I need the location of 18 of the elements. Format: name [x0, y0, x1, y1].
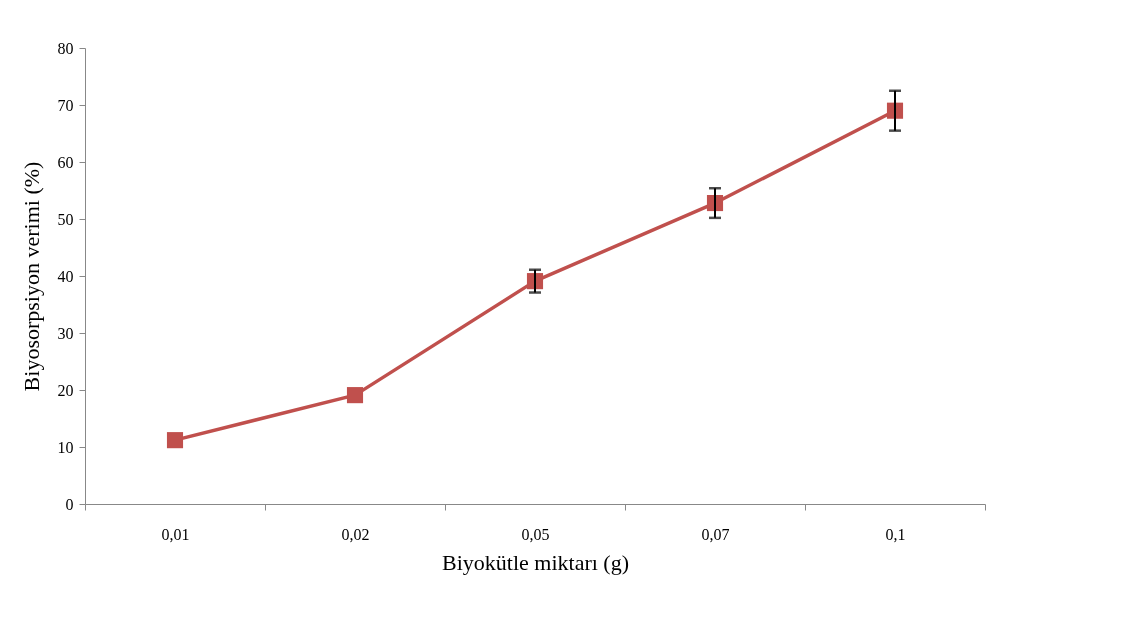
y-tick-label: 20 — [57, 381, 74, 399]
y-tick-label: 50 — [57, 210, 74, 228]
y-tick-label: 30 — [57, 324, 74, 342]
y-tick-label: 10 — [57, 438, 74, 456]
point — [166, 432, 184, 449]
y-axis-title: Biyosorpsiyon verimi (%) — [18, 161, 44, 392]
y-tick-label: 60 — [57, 153, 74, 171]
y-tick-label: 80 — [57, 39, 74, 57]
x-axis-title: Biyokütle miktarı (g) — [442, 549, 629, 575]
point — [346, 387, 364, 404]
y-tick-label: 70 — [57, 96, 74, 114]
x-tick-label: 0,02 — [341, 525, 370, 543]
x-tick-label: 0,07 — [701, 525, 730, 543]
y-tick-label: 40 — [57, 267, 74, 285]
x-tick-label: 0,01 — [161, 525, 190, 543]
x-tick-label: 0,1 — [885, 525, 906, 543]
x-tick-label: 0,05 — [521, 525, 550, 543]
y-tick-label: 0 — [65, 495, 74, 513]
